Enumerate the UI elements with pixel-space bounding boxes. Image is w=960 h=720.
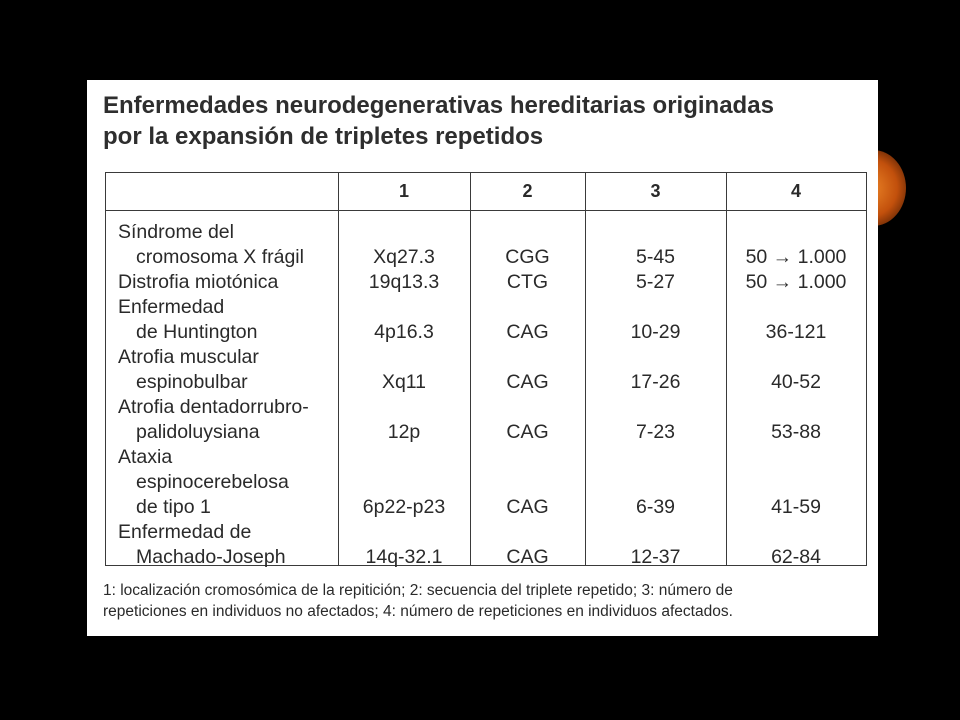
column-divider [726, 173, 727, 565]
title-line-1: Enfermedades neurodegenerativas heredita… [103, 92, 774, 119]
header-divider [106, 210, 866, 211]
cell-unaffected: 5-27 [635, 271, 676, 293]
slide-image: Enfermedades neurodegenerativas heredita… [87, 80, 878, 636]
row-disease-fragile-x: Síndrome del cromosoma X frágil [118, 221, 304, 268]
cell-triplet: CAG [506, 321, 549, 343]
cell-triplet: CAG [506, 421, 549, 443]
header-col-3: 3 [650, 181, 661, 201]
cell-triplet: CGG [505, 246, 550, 268]
cell-triplet: CAG [506, 496, 549, 518]
cell-affected: 40-52 [771, 371, 821, 393]
cell-affected: 50 → 1.000 [745, 271, 847, 293]
data-table: 1 2 3 4 Síndrome del cromosoma X frágil … [105, 172, 867, 568]
header-col-4: 4 [790, 181, 801, 201]
cell-affected: 41-59 [771, 496, 821, 518]
row-disease-spinobulbar-atrophy: Atrofia muscular espinobulbar [118, 346, 259, 393]
cell-localization: 4p16.3 [374, 321, 434, 343]
cell-unaffected: 6-39 [635, 496, 676, 518]
row-disease-sca1: Ataxia espinocerebelosa de tipo 1 [118, 446, 289, 518]
row-disease-drpla: Atrofia dentadorrubro- palidoluysiana [118, 396, 309, 443]
column-divider [338, 173, 339, 565]
table-footnote: 1: localización cromosómica de la repiti… [103, 580, 873, 622]
footnote-line-2: repeticiones en individuos no afectados;… [103, 603, 733, 620]
cell-triplet: CTG [506, 271, 549, 293]
header-col-2: 2 [522, 181, 533, 201]
cell-affected: 62-84 [771, 546, 821, 568]
cell-localization: Xq27.3 [373, 246, 435, 268]
cell-affected: 36-121 [765, 321, 827, 343]
cell-unaffected: 7-23 [635, 421, 676, 443]
row-disease-huntington: Enfermedad de Huntington [118, 296, 258, 343]
cell-unaffected: 17-26 [630, 371, 681, 393]
cell-localization: 12p [387, 421, 421, 443]
cell-affected: 50 → 1.000 [745, 246, 847, 268]
cell-localization: 6p22-p23 [362, 496, 446, 518]
cell-triplet: CAG [506, 546, 549, 568]
row-disease-myotonic-dystrophy: Distrofia miotónica [118, 271, 279, 293]
cell-triplet: CAG [506, 371, 549, 393]
cell-unaffected: 5-45 [635, 246, 676, 268]
table-title: Enfermedades neurodegenerativas heredita… [103, 90, 873, 152]
title-line-2: por la expansión de tripletes repetidos [103, 123, 544, 150]
column-divider [470, 173, 471, 565]
header-col-1: 1 [398, 181, 409, 201]
row-disease-machado-joseph: Enfermedad de Machado-Joseph [118, 521, 286, 568]
cell-unaffected: 12-37 [630, 546, 681, 568]
cell-localization: 19q13.3 [368, 271, 440, 293]
footnote-line-1: 1: localización cromosómica de la repiti… [103, 582, 733, 599]
cell-affected: 53-88 [771, 421, 821, 443]
cell-localization: 14q-32.1 [365, 546, 443, 568]
cell-localization: Xq11 [381, 371, 427, 393]
cell-unaffected: 10-29 [630, 321, 681, 343]
column-divider [585, 173, 586, 565]
